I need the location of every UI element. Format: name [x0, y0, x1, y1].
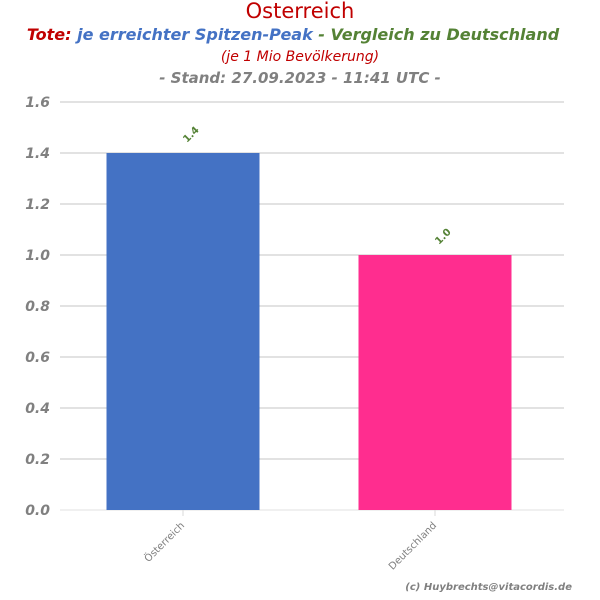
subtitle-part: je erreichter Spitzen-Peak: [72, 25, 315, 44]
chart-subtitle: Tote: je erreichter Spitzen-Peak - Vergl…: [27, 25, 560, 44]
y-tick-label: 0.6: [25, 350, 50, 366]
x-tick-label: Österreich: [141, 519, 187, 565]
chart-subtitle-date: - Stand: 27.09.2023 - 11:41 UTC -: [159, 69, 441, 87]
y-tick-label: 1.0: [25, 248, 50, 264]
credit: (c) Huybrechts@vitacordis.de: [405, 582, 572, 593]
y-tick-label: 0.8: [25, 299, 50, 315]
y-tick-label: 1.6: [25, 95, 50, 111]
subtitle-part: - Vergleich zu Deutschland: [313, 25, 560, 44]
data-label: 1.0: [433, 227, 453, 247]
y-tick-label: 1.2: [25, 197, 50, 213]
y-tick-label: 1.4: [25, 146, 50, 162]
subtitle-part: Tote:: [27, 25, 72, 44]
y-tick-label: 0.4: [25, 401, 50, 417]
chart-title: Osterreich: [246, 0, 355, 23]
data-label: 1.4: [181, 125, 201, 145]
x-tick-label: Deutschland: [387, 520, 439, 572]
y-tick-label: 0.2: [25, 452, 50, 468]
bar: [358, 255, 512, 510]
y-tick-label: 0.0: [25, 503, 50, 519]
bar: [106, 153, 260, 510]
chart-subtitle-population: (je 1 Mio Bevölkerung): [221, 49, 379, 65]
